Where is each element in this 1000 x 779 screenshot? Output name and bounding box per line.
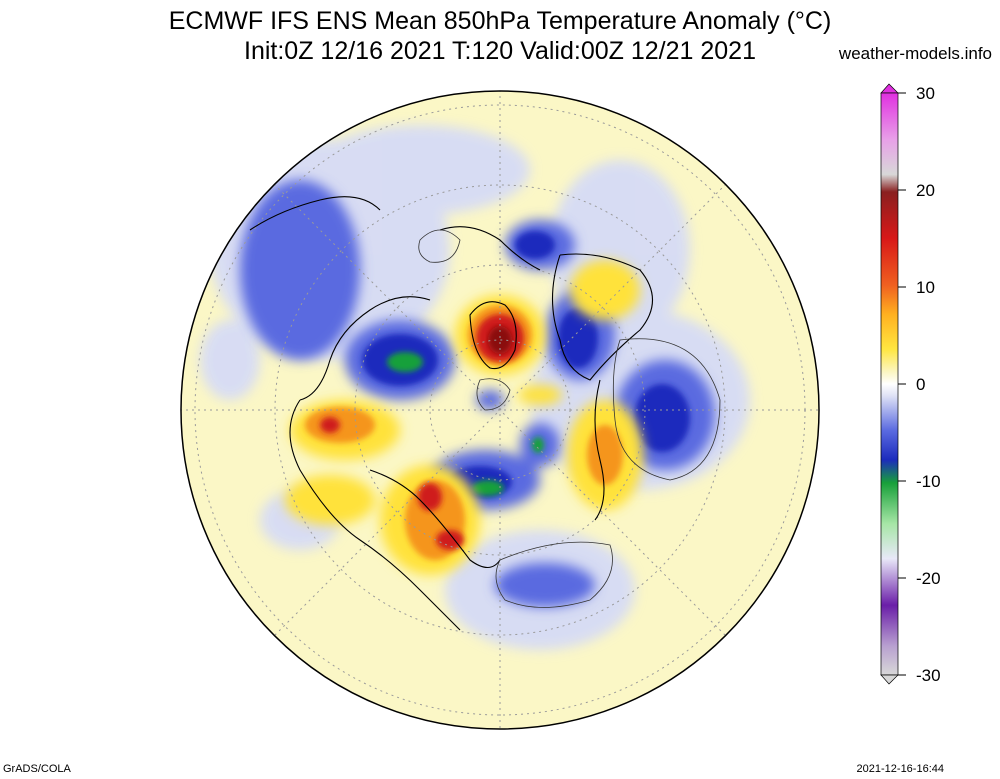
footer-timestamp: 2021-12-16-16:44 xyxy=(856,763,944,775)
graticule xyxy=(181,91,819,729)
map-outline xyxy=(180,90,820,730)
colorbar-label-30: 30 xyxy=(916,84,935,103)
map-title: ECMWF IFS ENS Mean 850hPa Temperature An… xyxy=(168,7,832,35)
coastlines xyxy=(249,196,653,631)
colorbar-label-minus30: -30 xyxy=(916,666,941,685)
colorbar-label-minus10: -10 xyxy=(916,472,941,491)
zero-contours xyxy=(418,229,721,608)
colorbar-label-0: 0 xyxy=(916,375,926,394)
anomaly-field xyxy=(181,91,819,729)
source-label: weather-models.info xyxy=(838,44,992,63)
colorbar xyxy=(880,83,906,685)
footer-software: GrADS/COLA xyxy=(3,763,71,775)
anomaly-map xyxy=(180,90,820,730)
colorbar-label-minus20: -20 xyxy=(916,569,941,588)
map-subtitle: Init:0Z 12/16 2021 T:120 Valid:00Z 12/21… xyxy=(244,37,756,65)
colorbar-label-20: 20 xyxy=(916,181,935,200)
colorbar-label-10: 10 xyxy=(916,278,935,297)
